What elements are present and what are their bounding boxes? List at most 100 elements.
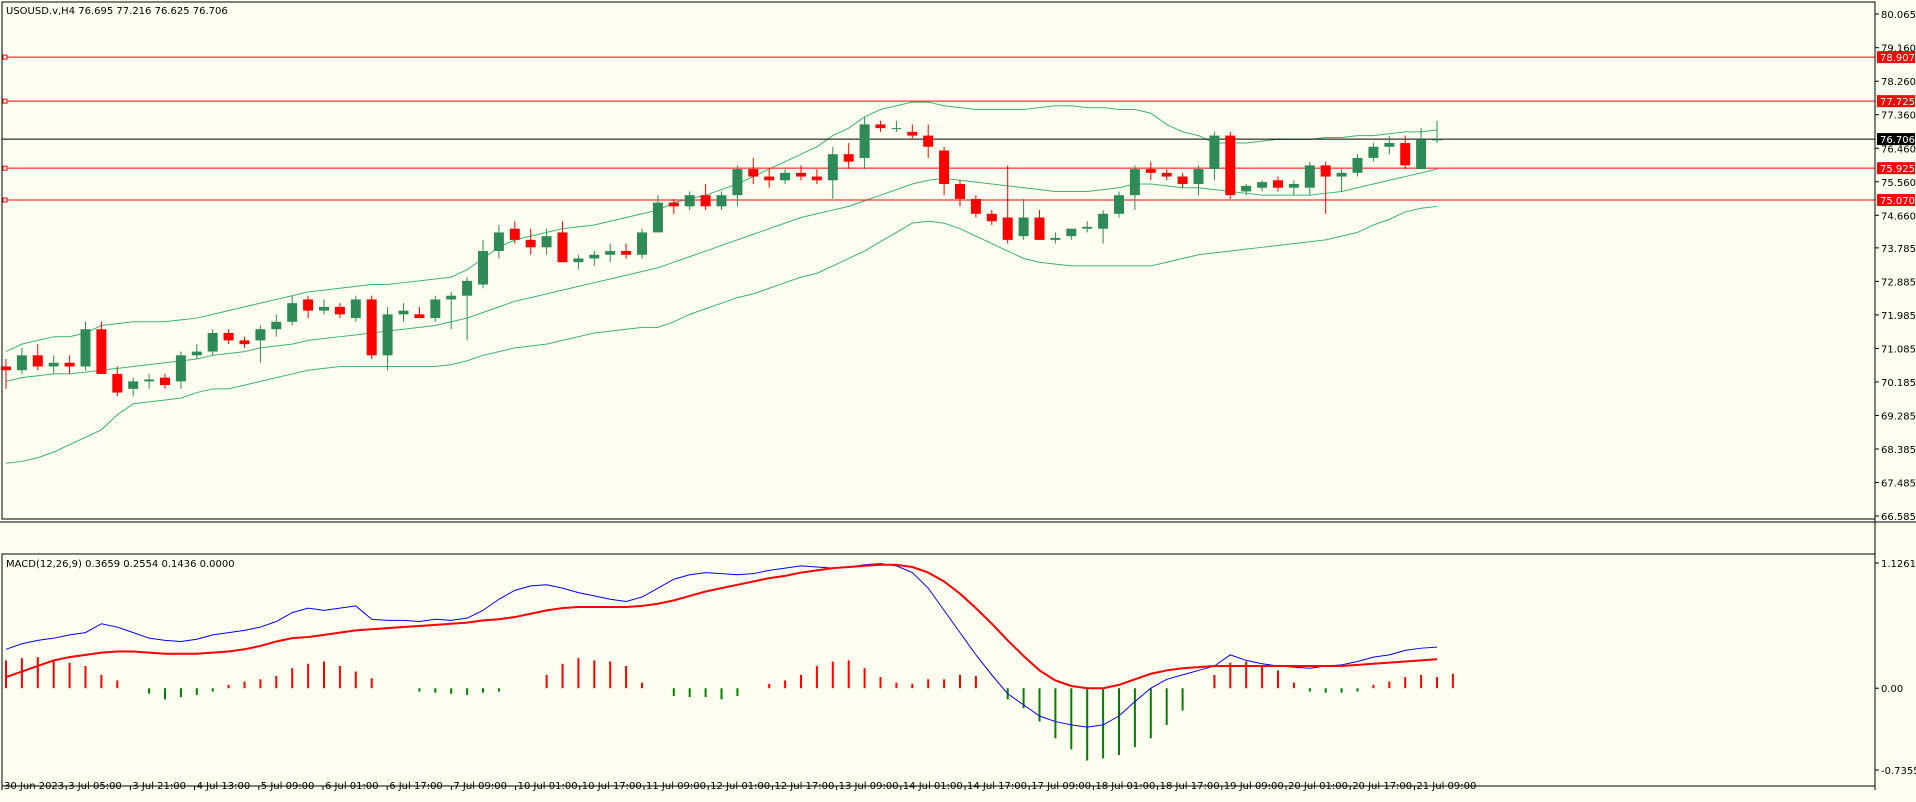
candle (1273, 176, 1283, 192)
price-pane[interactable]: 78.907 77.725 75.925 75.070 76.706 USOUSD.v,… (1, 1, 1915, 520)
candle-body (859, 124, 870, 158)
candle (875, 120, 886, 132)
candle (796, 165, 806, 181)
candle (541, 228, 552, 255)
candle-body (621, 251, 632, 255)
candle-body (430, 299, 441, 319)
candle-body (223, 332, 234, 341)
candle-body (970, 198, 981, 214)
candle (1416, 128, 1427, 170)
candle-body (112, 373, 123, 393)
candle (303, 295, 314, 319)
price-tick-label: 73.785 (1881, 244, 1916, 255)
time-tick-label: 18 Jul 01:00 (1095, 781, 1155, 792)
candle-body (1098, 213, 1109, 229)
candle (319, 299, 329, 315)
candle (637, 228, 647, 259)
price-tick-label: 67.485 (1881, 478, 1916, 489)
candle (462, 277, 473, 341)
level-handle[interactable] (2, 165, 8, 171)
candle (1432, 120, 1442, 144)
candle (907, 124, 918, 140)
candle-body (48, 362, 59, 367)
macd-main-line (5, 563, 1438, 728)
candle-body (16, 355, 27, 371)
price-tick-label: 71.085 (1881, 344, 1916, 355)
level-handle[interactable] (2, 197, 8, 203)
band-lower-line (5, 205, 1438, 464)
candle (1352, 154, 1363, 177)
horizontal-levels: 78.907 77.725 75.925 75.070 76.706 (2, 51, 1915, 207)
candle-body (1400, 143, 1411, 166)
price-tick-label: 66.585 (1881, 512, 1916, 523)
time-axis: 30 Jun 2023 3 Jul 05:00 3 Jul 21:00 4 Jul 1… (1, 781, 1476, 792)
level-handle[interactable] (2, 98, 8, 104)
price-tick-label: 74.660 (1881, 211, 1916, 222)
candle (32, 344, 43, 371)
time-tick-label: 10 Jul 01:00 (518, 781, 578, 792)
candle-body (287, 303, 298, 322)
candle (1050, 232, 1061, 244)
candle-body (1114, 195, 1124, 214)
time-tick-label: 14 Jul 17:00 (967, 781, 1027, 792)
candle (621, 243, 632, 259)
candle-body (1002, 217, 1013, 240)
candle (589, 251, 600, 266)
candle (1145, 161, 1156, 181)
candle-body (334, 306, 345, 315)
candle-body (1177, 176, 1188, 185)
price-tick-label: 80.065 (1881, 10, 1916, 21)
candle-body (446, 295, 457, 300)
symbol-header: USOUSD.v,H4 76.695 77.216 76.625 76.706 (6, 6, 228, 17)
level-handle[interactable] (2, 54, 8, 60)
candle-body (255, 329, 266, 341)
candle-body (668, 202, 679, 207)
candle (382, 306, 393, 371)
candle-body (605, 251, 616, 255)
candle (144, 373, 155, 389)
price-tick-label: 75.560 (1881, 178, 1916, 189)
candle (48, 355, 59, 374)
price-tick-label: 68.385 (1881, 445, 1916, 456)
candle-body (175, 355, 186, 382)
candle (1, 359, 11, 389)
time-tick-label: 3 Jul 05:00 (68, 781, 122, 792)
macd-signal-line (5, 563, 1438, 690)
candle-body (811, 176, 822, 181)
candle (1400, 135, 1411, 170)
candle-body (573, 258, 584, 263)
time-tick-label: 20 Jul 01:00 (1288, 781, 1348, 792)
candle (1288, 180, 1299, 196)
time-tick-label: 11 Jul 09:00 (646, 781, 706, 792)
candle (175, 351, 186, 389)
candle-body (652, 202, 663, 233)
macd-tick-label: 0.00 (1881, 684, 1903, 695)
candle-body (1352, 157, 1363, 173)
price-tick-label: 77.360 (1881, 111, 1916, 122)
candle-body (1320, 165, 1331, 177)
candle-body (1368, 146, 1379, 158)
candle (191, 344, 202, 360)
candle (223, 329, 234, 345)
candle-body (366, 299, 377, 356)
candle (668, 198, 679, 214)
candle-body (1225, 135, 1236, 196)
macd-pane[interactable]: MACD(12,26,9) 0.3659 0.2554 0.1436 0.000… (1, 553, 1876, 787)
candle (287, 295, 298, 326)
candle (923, 124, 934, 158)
candle (1384, 135, 1395, 155)
candle-body (923, 135, 934, 147)
candle-body (398, 310, 409, 315)
candle (271, 314, 282, 337)
candle (350, 295, 361, 322)
candle-body (748, 169, 759, 177)
candle-body (589, 254, 600, 259)
level-price-tag (1877, 194, 1915, 207)
candle (732, 165, 743, 207)
candle-body (64, 362, 75, 367)
candle-body (939, 150, 950, 185)
candle-body (1066, 228, 1077, 237)
candle-body (382, 314, 393, 356)
